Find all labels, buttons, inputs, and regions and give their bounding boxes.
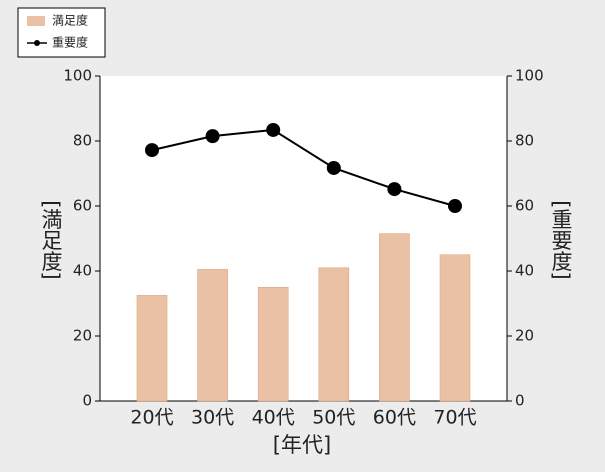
x-tick-label: 50代 xyxy=(312,407,355,429)
legend-swatch xyxy=(34,40,40,46)
y2-tick-label: 60 xyxy=(515,197,534,215)
y-tick-label: 80 xyxy=(73,132,92,150)
bar xyxy=(379,233,410,402)
legend-label: 重要度 xyxy=(52,35,88,50)
y2-tick-label: 100 xyxy=(515,67,544,85)
y2-tick-label: 0 xyxy=(515,392,525,410)
y-tick-label: 20 xyxy=(73,327,92,345)
plot-area xyxy=(100,76,507,401)
bar xyxy=(136,295,168,402)
line xyxy=(151,128,456,207)
bar xyxy=(197,269,228,402)
y-tick-label: 100 xyxy=(63,67,92,85)
y2-tick-label: 40 xyxy=(515,262,534,280)
x-tick-label: 70代 xyxy=(433,407,476,429)
marker xyxy=(266,122,281,137)
x-tick-label: 30代 xyxy=(191,407,234,429)
marker xyxy=(145,143,159,158)
marker xyxy=(326,160,341,175)
legend-label: 満足度 xyxy=(52,13,88,28)
y2-axis-label: [重要度] xyxy=(549,200,573,279)
legend-swatch xyxy=(27,16,45,26)
y-tick-label: 0 xyxy=(82,392,92,410)
x-tick-label: 40代 xyxy=(252,407,295,429)
y-tick-label: 40 xyxy=(73,262,92,280)
y-tick-label: 60 xyxy=(73,197,92,215)
y2-tick-label: 80 xyxy=(515,132,534,150)
y2-tick-label: 20 xyxy=(515,327,534,345)
x-axis-label: [年代] xyxy=(273,433,331,457)
x-tick-label: 20代 xyxy=(130,407,173,429)
bar xyxy=(318,267,350,402)
y-axis-label: [満足度] xyxy=(39,200,63,279)
bar xyxy=(257,286,289,402)
marker xyxy=(387,182,402,197)
bar xyxy=(439,254,471,402)
marker xyxy=(205,129,220,144)
marker xyxy=(448,199,462,213)
x-tick-label: 60代 xyxy=(373,407,416,429)
